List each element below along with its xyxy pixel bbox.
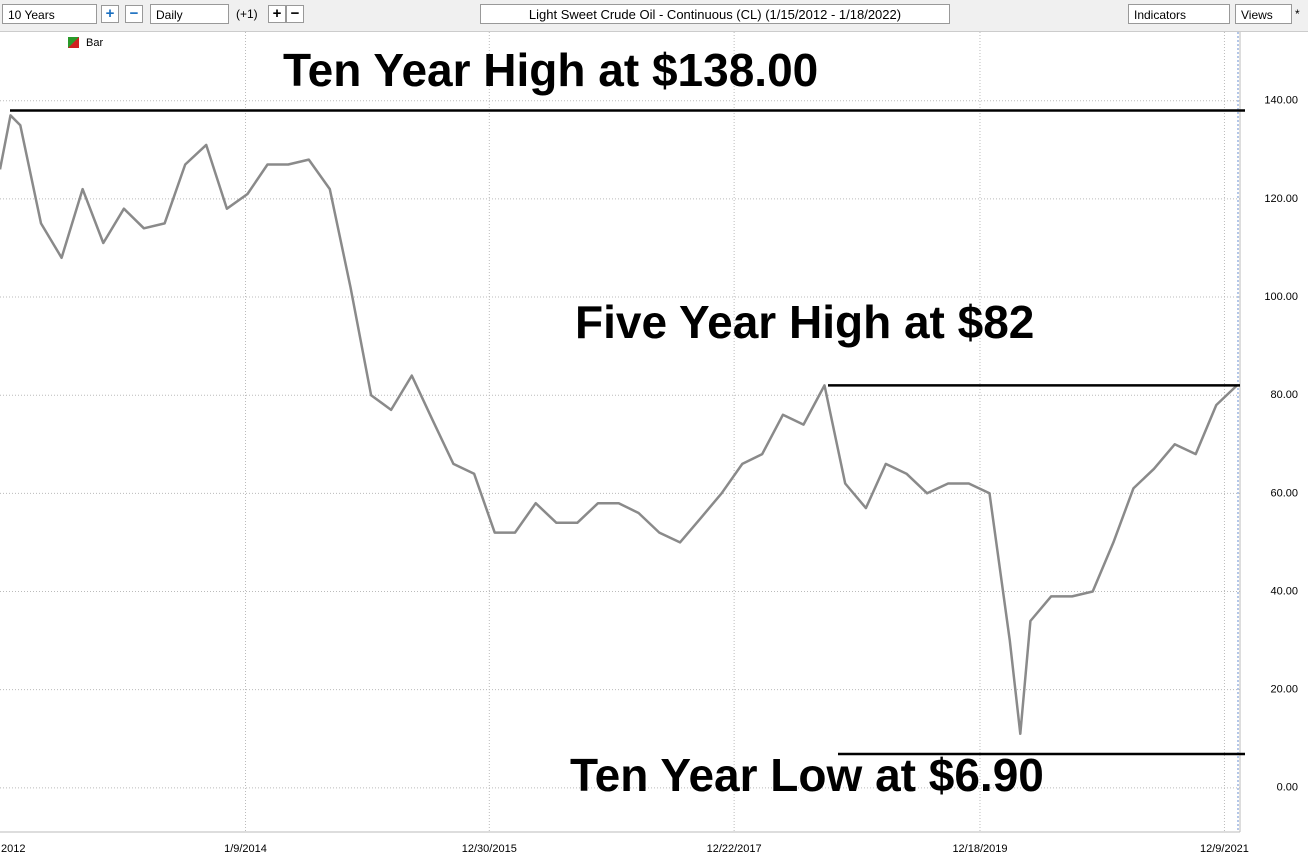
x-tick-label: 12/9/2021 [1200,843,1249,855]
interval-select[interactable]: Daily [150,4,229,24]
y-tick-label: 100.00 [1264,291,1298,303]
x-tick-label: 2012 [1,843,25,855]
chart: Bar 0.00 20.00 40.00 60.00 80.00 100.00 120.00… [0,32,1308,868]
x-tick-label: 12/22/2017 [707,843,762,855]
y-tick-label: 60.00 [1270,487,1298,499]
add-button[interactable]: + [268,5,286,23]
x-tick-label: 1/9/2014 [224,843,267,855]
star: * [1295,7,1300,21]
remove-button[interactable]: − [286,5,304,23]
price-line [0,114,1238,736]
chart-title: Light Sweet Crude Oil - Continuous (CL) … [480,4,950,24]
y-tick-label: 20.00 [1270,684,1298,696]
legend-label: Bar [86,37,103,49]
annotation-text: Ten Year Low at $6.90 [570,749,1044,801]
views-select[interactable]: Views [1235,4,1292,24]
zoom-in[interactable]: + [101,5,119,23]
zoom-out[interactable]: − [125,5,143,23]
y-tick-label: 120.00 [1264,193,1298,205]
toolbar: 10 Years + − Daily (+1) + − Light Sweet … [0,0,1308,32]
annotation-text: Ten Year High at $138.00 [283,44,818,96]
indicators-select[interactable]: Indicators [1128,4,1230,24]
chart-background [0,32,1308,868]
y-tick-label: 80.00 [1270,389,1298,401]
range-select[interactable]: 10 Years [2,4,97,24]
annotation-text: Five Year High at $82 [575,296,1034,348]
x-tick-label: 12/18/2019 [952,843,1007,855]
y-tick-label: 40.00 [1270,585,1298,597]
y-tick-label: 0.00 [1277,782,1298,794]
legend-icon [68,37,79,48]
y-tick-label: 140.00 [1264,95,1298,107]
offset-label: (+1) [236,7,258,21]
x-tick-label: 12/30/2015 [462,843,517,855]
